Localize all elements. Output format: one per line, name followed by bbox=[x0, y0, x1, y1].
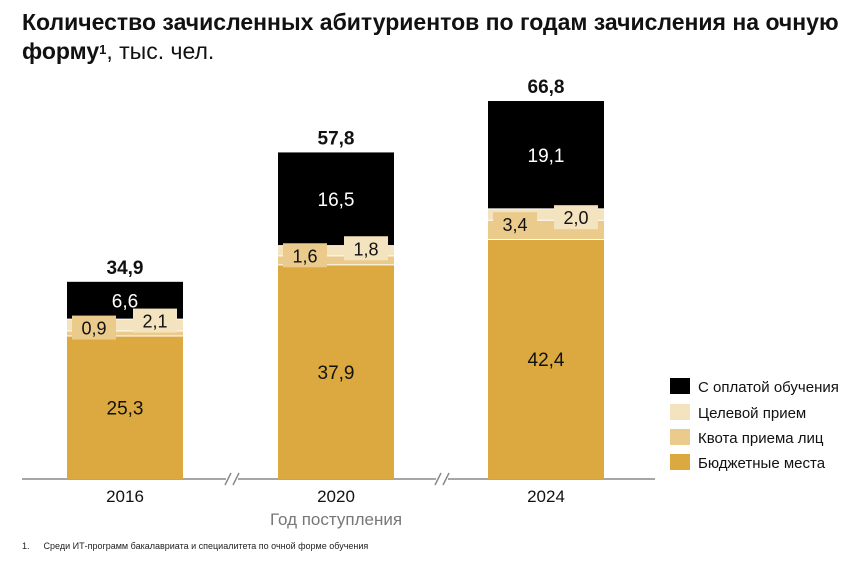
legend-label-3: Квота приема лиц bbox=[698, 430, 824, 447]
data-label-2020-s3: 1,8 bbox=[353, 239, 378, 259]
data-label-paid-2020: 16,5 bbox=[318, 190, 355, 211]
bar-segment-2016-s2 bbox=[67, 330, 183, 337]
label-box-2024-s3 bbox=[554, 205, 598, 230]
data-label-2016-s3: 2,1 bbox=[142, 312, 167, 332]
footnote-number: 1. bbox=[22, 541, 30, 551]
data-label-paid-2024: 19,1 bbox=[528, 146, 565, 167]
label-box-2016-s3 bbox=[133, 308, 177, 333]
data-label-budget-2020: 37,9 bbox=[318, 363, 355, 384]
label-box-2020-s3 bbox=[344, 236, 388, 261]
data-label-2024-s2: 3,4 bbox=[502, 215, 527, 235]
bar-segment-2024-s4 bbox=[488, 101, 604, 209]
axis-break-mark-2a bbox=[434, 472, 442, 486]
bar-segment-2024-s1 bbox=[488, 239, 604, 479]
data-label-2016-s2: 0,9 bbox=[81, 319, 106, 339]
footnote-text: Среди ИТ-программ бакалавриата и специал… bbox=[43, 541, 369, 551]
bar-segment-2020-s2 bbox=[278, 255, 394, 265]
label-box-2020-s2 bbox=[283, 243, 327, 268]
axis-break-mark-1a bbox=[224, 472, 232, 486]
x-axis-title: Год поступления bbox=[270, 510, 402, 529]
bar-segment-2020-s1 bbox=[278, 264, 394, 479]
data-label-2020-s2: 1,6 bbox=[292, 246, 317, 266]
title-unit: , тыс. чел. bbox=[106, 38, 215, 64]
legend-label-1: С оплатой обучения bbox=[698, 379, 839, 396]
legend-label-2: Целевой прием bbox=[698, 405, 806, 422]
legend-swatch-3 bbox=[670, 429, 690, 445]
label-box-2016-s2 bbox=[72, 315, 116, 340]
legend-swatch-1 bbox=[670, 378, 690, 394]
data-label-2024-s3: 2,0 bbox=[563, 208, 588, 228]
x-tick-label-2020: 2020 bbox=[317, 487, 355, 506]
bar-segment-2020-s3 bbox=[278, 245, 394, 256]
legend-swatch-4 bbox=[670, 454, 690, 470]
x-tick-label-2024: 2024 bbox=[527, 487, 565, 506]
total-label-2020: 57,8 bbox=[318, 128, 355, 149]
axis-break-mark-2b bbox=[442, 472, 450, 486]
bar-segment-2020-s4 bbox=[278, 152, 394, 246]
x-tick-label-2016: 2016 bbox=[106, 487, 144, 506]
footnote: 1. Среди ИТ-программ бакалавриата и специ… bbox=[22, 541, 368, 551]
legend-label-4: Бюджетные места bbox=[698, 455, 826, 472]
data-label-budget-2024: 42,4 bbox=[528, 350, 565, 371]
data-label-paid-2016: 6,6 bbox=[112, 291, 138, 312]
bar-segment-2024-s3 bbox=[488, 208, 604, 221]
bar-segment-2016-s3 bbox=[67, 319, 183, 331]
bar-segment-2016-s1 bbox=[67, 336, 183, 479]
axis-break-mark-1b bbox=[232, 472, 240, 486]
total-label-2024: 66,8 bbox=[528, 77, 565, 98]
title-footnote-mark: 1 bbox=[99, 42, 107, 57]
chart-title: Количество зачисленных абитуриентов по г… bbox=[22, 8, 842, 66]
label-box-2024-s2 bbox=[493, 212, 537, 237]
title-text: Количество зачисленных абитуриентов по г… bbox=[22, 9, 839, 64]
total-label-2016: 34,9 bbox=[107, 258, 144, 279]
data-label-budget-2016: 25,3 bbox=[107, 399, 144, 420]
legend-swatch-2 bbox=[670, 404, 690, 420]
